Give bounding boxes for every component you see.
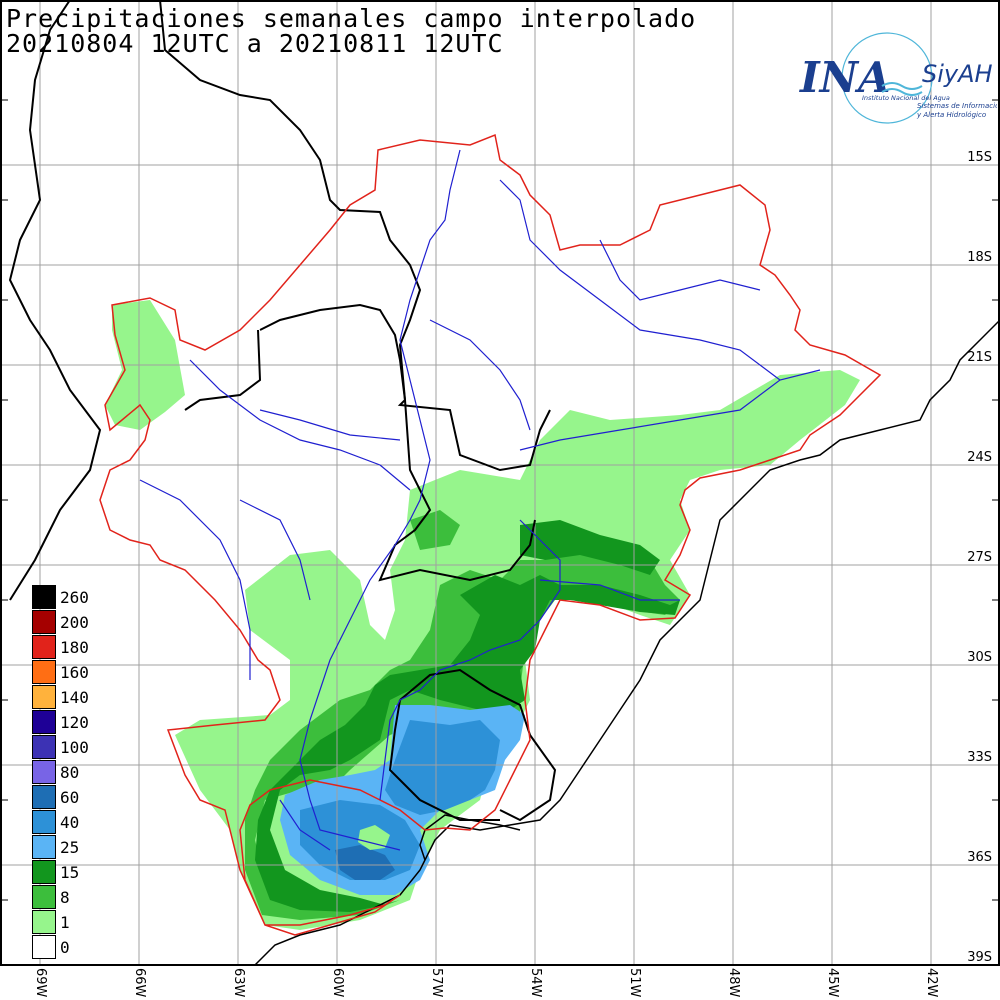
latitude-label: 18S — [967, 250, 992, 265]
legend-item: 100 — [30, 735, 110, 759]
legend-item: 1 — [30, 910, 110, 934]
legend-swatch — [32, 885, 56, 909]
legend-swatch — [32, 910, 56, 934]
map-date-range: 20210804 12UTC a 20210811 12UTC — [6, 29, 504, 58]
legend-label: 160 — [60, 663, 89, 682]
legend-swatch — [32, 835, 56, 859]
legend-label: 40 — [60, 813, 80, 832]
legend-swatch — [32, 635, 56, 659]
legend-swatch — [32, 710, 56, 734]
longitude-label: 60W — [330, 968, 345, 998]
latitude-label: 27S — [967, 550, 992, 565]
latitude-label: 36S — [967, 850, 992, 865]
legend-item: 80 — [30, 760, 110, 784]
legend-swatch — [32, 735, 56, 759]
precip-field-1mm-inner — [358, 825, 390, 850]
legend-label: 80 — [60, 763, 80, 782]
legend-label: 15 — [60, 863, 80, 882]
legend-swatch — [32, 935, 56, 959]
latitude-label: 21S — [967, 350, 992, 365]
legend-item: 40 — [30, 810, 110, 834]
basin-boundary — [99, 133, 882, 936]
legend-item: 60 — [30, 785, 110, 809]
legend-swatch — [32, 685, 56, 709]
legend-label: 260 — [60, 588, 89, 607]
legend-item: 180 — [30, 635, 110, 659]
longitude-label: 42W — [924, 968, 939, 998]
legend-item: 160 — [30, 660, 110, 684]
latitude-label: 39S — [967, 950, 992, 965]
legend-label: 8 — [60, 888, 70, 907]
legend-item: 120 — [30, 710, 110, 734]
precip-field-15mm — [255, 520, 680, 912]
precip-field-60mm — [335, 845, 395, 880]
legend-swatch — [32, 860, 56, 884]
rivers — [139, 149, 821, 851]
legend-swatch — [32, 585, 56, 609]
axis-ticks — [0, 99, 1000, 901]
legend-swatch — [32, 760, 56, 784]
legend-swatch — [32, 785, 56, 809]
legend-label: 25 — [60, 838, 80, 857]
longitude-label: 48W — [726, 968, 741, 998]
legend-label: 140 — [60, 688, 89, 707]
legend-swatch — [32, 660, 56, 684]
grid-lines — [0, 0, 1000, 965]
latitude-label: 15S — [967, 150, 992, 165]
longitude-label: 66W — [132, 968, 147, 998]
country-borders — [8, 0, 557, 822]
longitude-label: 69W — [33, 968, 48, 998]
longitude-label: 57W — [429, 968, 444, 998]
latitude-label: 30S — [967, 650, 992, 665]
legend-label: 120 — [60, 713, 89, 732]
legend-label: 200 — [60, 613, 89, 632]
logo-subtitle: Instituto Nacional del Agua — [862, 94, 950, 102]
longitude-label: 51W — [627, 968, 642, 998]
legend-item: 140 — [30, 685, 110, 709]
longitude-label: 63W — [231, 968, 246, 998]
logo-tagline-2: y Alerta Hidrológico — [916, 111, 986, 119]
legend-item: 15 — [30, 860, 110, 884]
legend-item: 0 — [30, 935, 110, 959]
logo-product: SiyAH — [922, 60, 993, 88]
legend-swatch — [32, 610, 56, 634]
legend-item: 200 — [30, 610, 110, 634]
longitude-label: 54W — [528, 968, 543, 998]
longitude-label: 45W — [825, 968, 840, 998]
logo-brand: INA — [799, 53, 891, 102]
ina-siyah-logo: INA SiyAH Instituto Nacional del Agua Si… — [799, 32, 997, 124]
legend-item: 260 — [30, 585, 110, 609]
legend-label: 180 — [60, 638, 89, 657]
legend-swatch — [32, 810, 56, 834]
latitude-label: 33S — [967, 750, 992, 765]
map-title: Precipitaciones semanales campo interpol… — [6, 4, 697, 33]
legend-item: 8 — [30, 885, 110, 909]
legend-item: 25 — [30, 835, 110, 859]
legend-label: 1 — [60, 913, 70, 932]
latitude-label: 24S — [967, 450, 992, 465]
legend-label: 0 — [60, 938, 70, 957]
coastlines — [254, 319, 1000, 966]
logo-tagline-1: Sistemas de Información — [917, 102, 997, 110]
legend-label: 60 — [60, 788, 80, 807]
legend-label: 100 — [60, 738, 89, 757]
map-frame — [0, 0, 1000, 966]
